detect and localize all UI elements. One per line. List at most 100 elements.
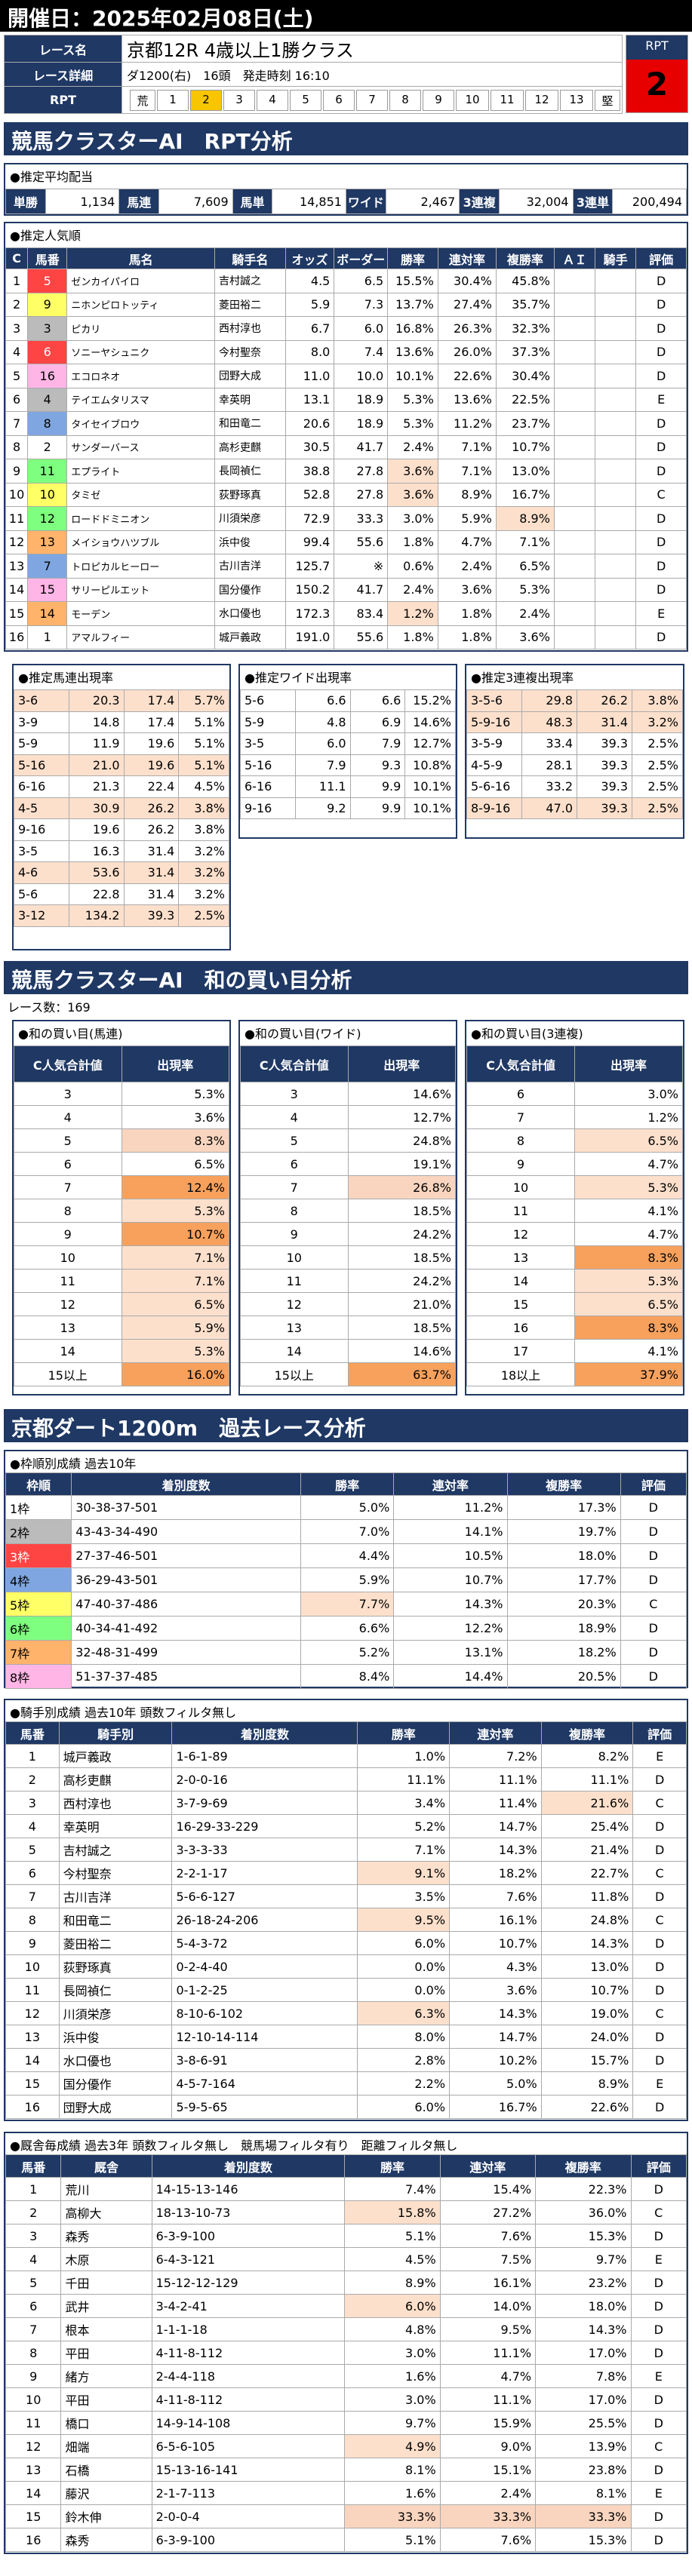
pop-cell: 38.8 [284, 459, 335, 484]
jockeys-row: 9 菱田裕二 5-4-3-72 6.0% 10.7% 14.3% D [5, 1931, 687, 1955]
pop-header-cell: ボーダー [334, 247, 389, 269]
waku-cell: 17.3% [506, 1495, 621, 1520]
pop-row: 12 13 メイショウハツブル 浜中俊 99.4 55.6 1.8% 4.7% 7.1% D [5, 530, 687, 554]
jockeys-cell: 国分優作 [58, 2071, 173, 2095]
pop-cell: 32.3% [495, 316, 555, 341]
trainers-cell: 3.0% [344, 2387, 441, 2412]
wide-row: 5-16 7.9 9.3 10.8% [240, 754, 456, 776]
rpt-label: RPT [4, 86, 122, 114]
pop-cell: 3 [27, 316, 68, 341]
jockeys-row: 6 今村聖奈 2-2-1-17 9.1% 18.2% 22.7% C [5, 1861, 687, 1885]
trainers-cell: 鈴木伸 [60, 2504, 152, 2528]
trio-wa-row: 16 8.3% [466, 1316, 683, 1340]
trainers-cell: 11 [5, 2411, 62, 2435]
trainers-header-cell: 連対率 [439, 2154, 537, 2178]
umaren-wa-row: 7 12.4% [14, 1175, 229, 1199]
trainers-cell: 4.5% [344, 2247, 441, 2271]
jockeys-cell: 16-29-33-229 [171, 1814, 358, 1838]
rpt-scale-cell: 5 [290, 89, 321, 111]
wa-rate-cell: 8.3% [574, 1316, 683, 1340]
jockeys-cell: 9 [5, 1931, 60, 1955]
trainers-cell: 6-3-9-100 [151, 2528, 346, 2552]
rpt-scale: 荒 1 2 3 4 5 6 7 8 9 10 11 12 13 堅 [123, 88, 622, 113]
jockeys-cell: 3-3-3-33 [171, 1838, 358, 1862]
waku-cell: 2枠 [5, 1519, 72, 1544]
trio-wa-header: C人気合計値 出現率 [466, 1045, 683, 1082]
umaren-wa-row: 13 5.9% [14, 1316, 229, 1340]
trio-row: 4-5-9 28.1 39.3 2.5% [466, 754, 683, 776]
pop-cell: 6.5% [495, 554, 555, 579]
jockeys-cell: 6 [5, 1861, 60, 1885]
pop-cell: 27.8 [334, 482, 389, 507]
wa-sum-cell: 16 [466, 1316, 575, 1340]
trainers-cell: 橋口 [60, 2411, 152, 2435]
trainers-cell: 2 [5, 2200, 62, 2224]
trio-wa-row: 14 5.3% [466, 1269, 683, 1293]
pop-cell: ※ [334, 554, 389, 579]
wa-rate-cell: 24.2% [347, 1222, 456, 1246]
umaren-cell: 39.3 [123, 904, 180, 927]
pop-cell: 16.7% [495, 482, 555, 507]
pop-cell: 45.8% [495, 269, 555, 293]
trainers-cell: 8.1% [344, 2458, 441, 2482]
wa-umaren-table: C人気合計値 出現率 3 5.3% 4 3.6% 5 8.3% 6 6.5% 7 12.4% 8 5.3%… [14, 1045, 229, 1386]
jockeys-cell: 7.2% [449, 1744, 542, 1768]
waku-cell: 17.7% [506, 1567, 621, 1592]
jockeys-cell: 26-18-24-206 [171, 1908, 358, 1932]
jockey-caption: ●騎手別成績 過去10年 頭数フィルタ無し [10, 1706, 237, 1720]
pop-cell: 水口優也 [214, 601, 286, 626]
pop-cell: 川須栄彦 [214, 506, 286, 531]
pop-row: 4 6 ソニーヤシュニク 今村聖奈 8.0 7.4 13.6% 26.0% 37.3% D [5, 339, 687, 364]
trainers-cell: 5.1% [344, 2224, 441, 2248]
jockeys-row: 7 古川吉洋 5-6-6-127 3.5% 7.6% 11.8% D [5, 1884, 687, 1908]
jockeys-cell: D [632, 2095, 687, 2119]
pop-cell: D [635, 364, 687, 388]
jockeys-cell: 14 [5, 2048, 60, 2072]
umaren-cell: 22.8 [68, 883, 125, 905]
trainers-cell: 8 [5, 2341, 62, 2365]
pop-cell [595, 530, 637, 554]
pop-cell: 吉村誠之 [214, 269, 286, 293]
pop-cell: タミゼ [66, 482, 216, 507]
umaren-row: 6-16 21.3 22.4 4.5% [14, 775, 229, 798]
jockeys-cell: 3.4% [357, 1791, 451, 1815]
jockeys-cell: 11.8% [540, 1884, 634, 1908]
pop-cell: 15 [27, 577, 68, 602]
waku-cell: D [620, 1519, 687, 1544]
waku-cell: 1枠 [5, 1495, 72, 1520]
jockeys-cell: 24.0% [540, 2025, 634, 2049]
race-detail: ダ1200(右) 16頭 発走時刻 16:10 [121, 62, 623, 87]
pop-cell: 11 [27, 459, 68, 484]
rpt-scale-cell: 12 [525, 89, 558, 111]
wide-wa-row: 4 12.7% [240, 1105, 456, 1129]
trainer-caption: ●厩舎毎成績 過去3年 頭数フィルタ無し 競馬場フィルタ有り 距離フィルタ無し [10, 2138, 458, 2153]
wa-sum-cell: 17 [466, 1339, 575, 1363]
rpt-badge-label: RPT [626, 35, 687, 60]
rpt-scale-cell: 4 [257, 89, 288, 111]
wide-cell: 11.1 [294, 775, 351, 798]
trainers-cell: 13.9% [535, 2434, 632, 2458]
wide-wa-row: 14 14.6% [240, 1339, 456, 1363]
pop-cell: 30.4% [495, 364, 555, 388]
jockeys-cell: 吉村誠之 [58, 1838, 173, 1862]
wa-sum-cell: 6 [466, 1082, 575, 1106]
trainers-cell: 高柳大 [60, 2200, 152, 2224]
trio-wa-row: 10 5.3% [466, 1175, 683, 1199]
pop-cell [553, 577, 596, 602]
jockeys-cell: 7 [5, 1884, 60, 1908]
waku-cell: 13.1% [393, 1640, 508, 1665]
jockeys-cell: 1 [5, 1744, 60, 1768]
trio-wa-row: 9 4.7% [466, 1152, 683, 1176]
umaren-wa-row: 8 5.3% [14, 1199, 229, 1223]
wa-sum-cell: 9 [240, 1222, 349, 1246]
payout-value: 200,494 [612, 189, 687, 214]
trio-cell: 33.4 [521, 732, 578, 755]
jockeys-cell: 7.6% [449, 1884, 542, 1908]
pop-row: 15 14 モーデン 水口優也 172.3 83.4 1.2% 1.8% 2.4% E [5, 601, 687, 626]
wa-rate-cell: 6.5% [574, 1128, 683, 1153]
trainers-cell: 23.8% [535, 2458, 632, 2482]
umaren-cell: 3-6 [14, 689, 69, 712]
waku-caption: ●枠順別成績 過去10年 [10, 1457, 137, 1471]
jockeys-cell: 5.0% [449, 2071, 542, 2095]
pop-cell: 191.0 [284, 625, 335, 649]
